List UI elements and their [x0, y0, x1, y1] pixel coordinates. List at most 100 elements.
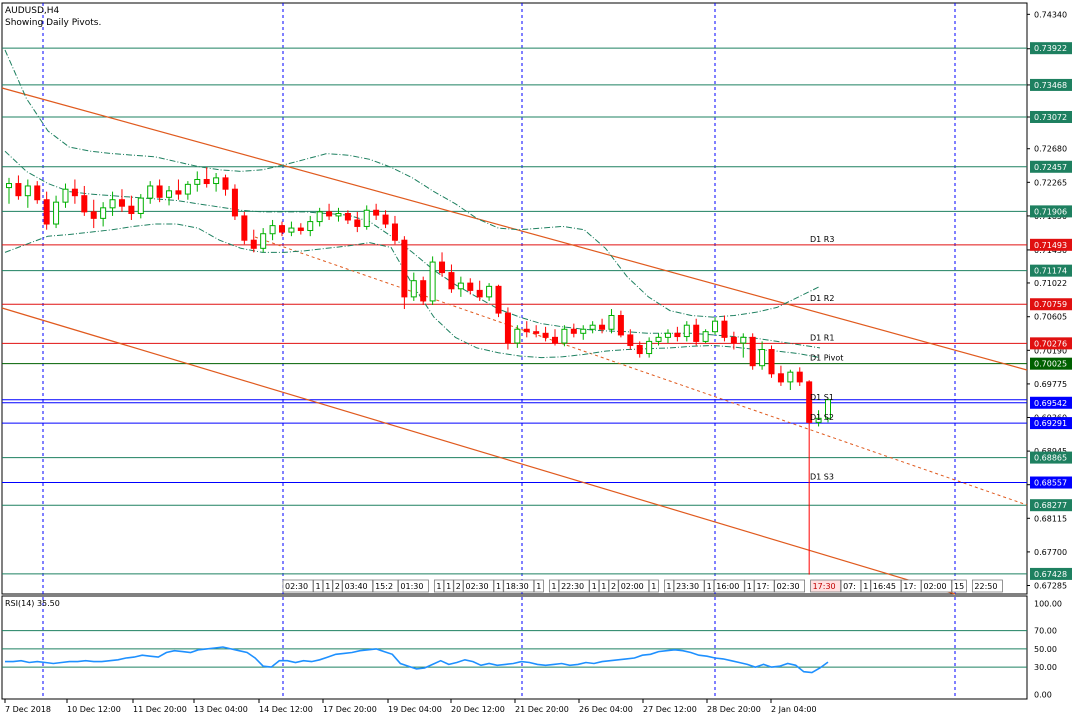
price-tick-label: 0.74340: [1034, 10, 1067, 19]
candle: [504, 307, 511, 350]
candle-body: [382, 214, 389, 225]
candle: [363, 205, 370, 230]
session-mark: 03:40: [345, 582, 368, 591]
session-mark-box: [282, 579, 314, 593]
price-tick-label: 0.69775: [1034, 380, 1067, 389]
candle: [326, 203, 333, 220]
time-label: 20 Dec 12:00: [451, 705, 505, 714]
candle-body: [806, 381, 813, 423]
candle: [636, 341, 643, 358]
candle: [759, 341, 766, 370]
price-label: 0.70276: [1034, 339, 1067, 348]
price-tick-label: 0.70190: [1034, 346, 1067, 355]
session-mark: 02:30: [777, 582, 800, 591]
pivot-label: D1 S1: [810, 393, 834, 402]
session-mark: 17:: [757, 582, 770, 591]
candle-body: [439, 261, 446, 274]
candle: [486, 283, 493, 301]
session-mark-box: [598, 579, 609, 593]
candle-body: [599, 324, 606, 330]
candle-body: [53, 201, 60, 225]
candle: [768, 345, 775, 378]
candle-body: [222, 177, 229, 190]
session-mark: 1: [592, 582, 597, 591]
pivot-labels: D1 R3 D1 R2 D1 R1 D1 Pivot D1 S1 D1 S2 D1 S3: [810, 235, 843, 482]
session-mark: 02:00: [621, 582, 644, 591]
candle: [777, 365, 784, 386]
time-label: 19 Dec 04:00: [388, 705, 442, 714]
candle-body: [250, 239, 257, 249]
candle: [62, 183, 69, 208]
candle: [448, 264, 455, 293]
candle-body: [693, 324, 700, 342]
candle-body: [373, 209, 380, 216]
bollinger-upper: [4, 49, 821, 318]
candle-body: [533, 331, 540, 334]
candle-body: [420, 280, 427, 302]
channel-mid-line: [254, 236, 1028, 506]
candle-body: [71, 188, 78, 197]
rsi-plot-frame: [1, 595, 1028, 700]
price-label-box: [1030, 567, 1072, 580]
candle-body: [363, 209, 370, 227]
candle: [561, 325, 568, 347]
candle-body: [194, 178, 201, 185]
session-mark-box: [704, 579, 715, 593]
session-mark-box: [503, 579, 535, 593]
candle: [213, 173, 220, 192]
session-mark-box: [549, 579, 560, 593]
price-label-box: [1030, 160, 1072, 173]
price-label: 0.68277: [1034, 501, 1067, 510]
price-label-box: [1030, 205, 1072, 218]
candle: [617, 310, 624, 338]
candle: [674, 326, 681, 342]
candle-body: [137, 197, 144, 214]
session-mark: 1: [707, 582, 712, 591]
candle: [203, 167, 210, 188]
time-label: 21 Dec 20:00: [515, 705, 569, 714]
candle-body: [166, 190, 173, 198]
session-mark-box: [754, 579, 775, 593]
session-mark-box: [951, 579, 967, 593]
candle-body: [43, 199, 50, 225]
candle-body: [476, 289, 483, 298]
channel-lower-line: [1, 307, 956, 595]
candle-body: [81, 195, 88, 213]
candle-body: [740, 336, 747, 344]
session-mark-box: [332, 579, 343, 593]
price-label: 0.71174: [1034, 267, 1067, 276]
session-mark: 17:30: [813, 582, 836, 591]
candle-body: [429, 261, 436, 302]
price-label: 0.70025: [1034, 360, 1067, 369]
rsi-panel: RSI(14) 35.50 100.00 70.00 50.00 30.00 0.00: [2, 599, 1062, 699]
session-mark: 15:2: [375, 582, 393, 591]
candle: [542, 326, 549, 342]
candle-body: [100, 207, 107, 219]
session-mark: 1: [436, 582, 441, 591]
candle-body: [514, 328, 521, 344]
candle-body: [90, 211, 97, 219]
session-mark-box: [870, 579, 902, 593]
pivot-label: D1 S3: [810, 473, 834, 482]
candle: [439, 252, 446, 277]
vertical-gridlines: [42, 3, 956, 699]
horizontal-levels: [2, 47, 1027, 575]
candle-body: [683, 324, 690, 338]
session-mark: 1: [863, 582, 868, 591]
candle: [693, 318, 700, 346]
candle: [260, 228, 267, 253]
session-mark-box: [433, 579, 444, 593]
session-mark: 07:: [843, 582, 856, 591]
candle: [288, 221, 295, 237]
session-mark-box: [372, 579, 399, 593]
candle: [740, 333, 747, 358]
price-label: 0.68865: [1034, 454, 1067, 463]
indicator-note: Showing Daily Pivots.: [5, 18, 101, 28]
candle-body: [326, 211, 333, 217]
session-mark-box: [744, 579, 755, 593]
candle: [184, 181, 191, 200]
session-mark: 02:30: [285, 582, 308, 591]
candle: [137, 194, 144, 219]
candle: [118, 189, 125, 212]
